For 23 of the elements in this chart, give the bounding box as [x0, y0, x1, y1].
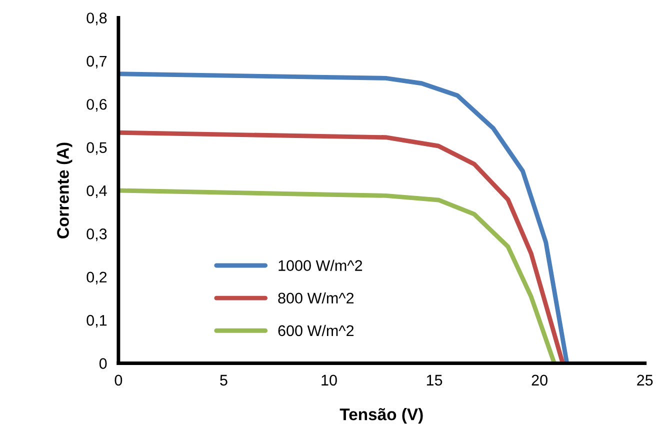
x-tick-label: 10	[322, 374, 337, 386]
x-tick-label: 5	[220, 374, 228, 386]
legend-label: 600 W/m^2	[278, 324, 354, 336]
legend-label: 800 W/m^2	[278, 292, 354, 304]
y-tick-label: 0,1	[86, 314, 107, 328]
y-tick-label: 0,3	[86, 228, 107, 242]
line-series	[118, 188, 557, 364]
y-axis-title: Corrente (A)	[56, 142, 72, 238]
y-tick-label: 0,7	[86, 56, 107, 68]
x-tick-label: 15	[426, 374, 442, 386]
y-tick-label: 0	[99, 358, 107, 369]
y-tick-label: 0,4	[86, 185, 107, 198]
legend-label: 1000 W/m^2	[278, 260, 362, 271]
line-series	[118, 72, 570, 364]
x-tick-label: 25	[637, 374, 653, 386]
x-axis-title: Tensão (V)	[340, 408, 423, 424]
line-series	[118, 130, 565, 364]
x-tick-label: 20	[532, 374, 548, 386]
y-tick-label: 0,6	[86, 98, 107, 112]
y-tick-label: 0,2	[86, 272, 107, 284]
y-tick-label: 0,5	[86, 142, 107, 155]
x-tick-label: 0	[114, 374, 122, 386]
y-tick-label: 0,8	[86, 12, 107, 26]
